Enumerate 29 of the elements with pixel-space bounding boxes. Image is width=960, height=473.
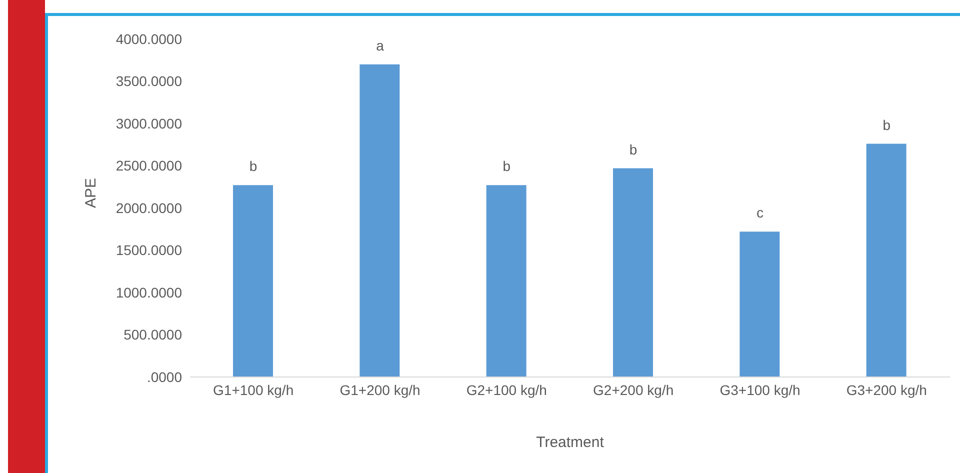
bar: [360, 64, 400, 377]
y-axis-title: APE: [82, 178, 100, 208]
bar: [613, 168, 653, 377]
y-tick-label: 1000.0000: [116, 284, 182, 300]
bar: [740, 232, 780, 377]
x-tick-label: G3+100 kg/h: [720, 382, 800, 398]
bar: [486, 185, 526, 377]
annotation: b: [629, 141, 638, 158]
bar: [866, 144, 906, 377]
annotation: a: [376, 37, 384, 54]
annotation: b: [249, 158, 258, 174]
annotation: b: [882, 116, 891, 133]
bar: [233, 185, 273, 377]
y-tick-label: 2000.0000: [116, 200, 182, 216]
y-tick-label: 3500.0000: [116, 73, 182, 90]
x-axis-title: Treatment: [536, 434, 605, 451]
x-tick-label: G3+200 kg/h: [846, 382, 927, 398]
y-tick-label: 3000.0000: [116, 115, 182, 132]
y-tick-label: 2500.0000: [116, 158, 182, 174]
y-tick-label: 500.0000: [124, 326, 182, 343]
y-tick-label: .0000: [146, 368, 182, 385]
x-tick-label: G2+200 kg/h: [593, 382, 674, 398]
annotation: b: [502, 158, 511, 174]
annotation: c: [756, 204, 764, 221]
x-tick-label: G2+100 kg/h: [466, 382, 547, 398]
y-tick-label: 4000.0000: [116, 30, 182, 47]
y-tick-label: 1500.0000: [116, 242, 182, 258]
x-tick-label: G1+200 kg/h: [340, 382, 420, 398]
x-tick-label: G1+100 kg/h: [213, 382, 294, 398]
